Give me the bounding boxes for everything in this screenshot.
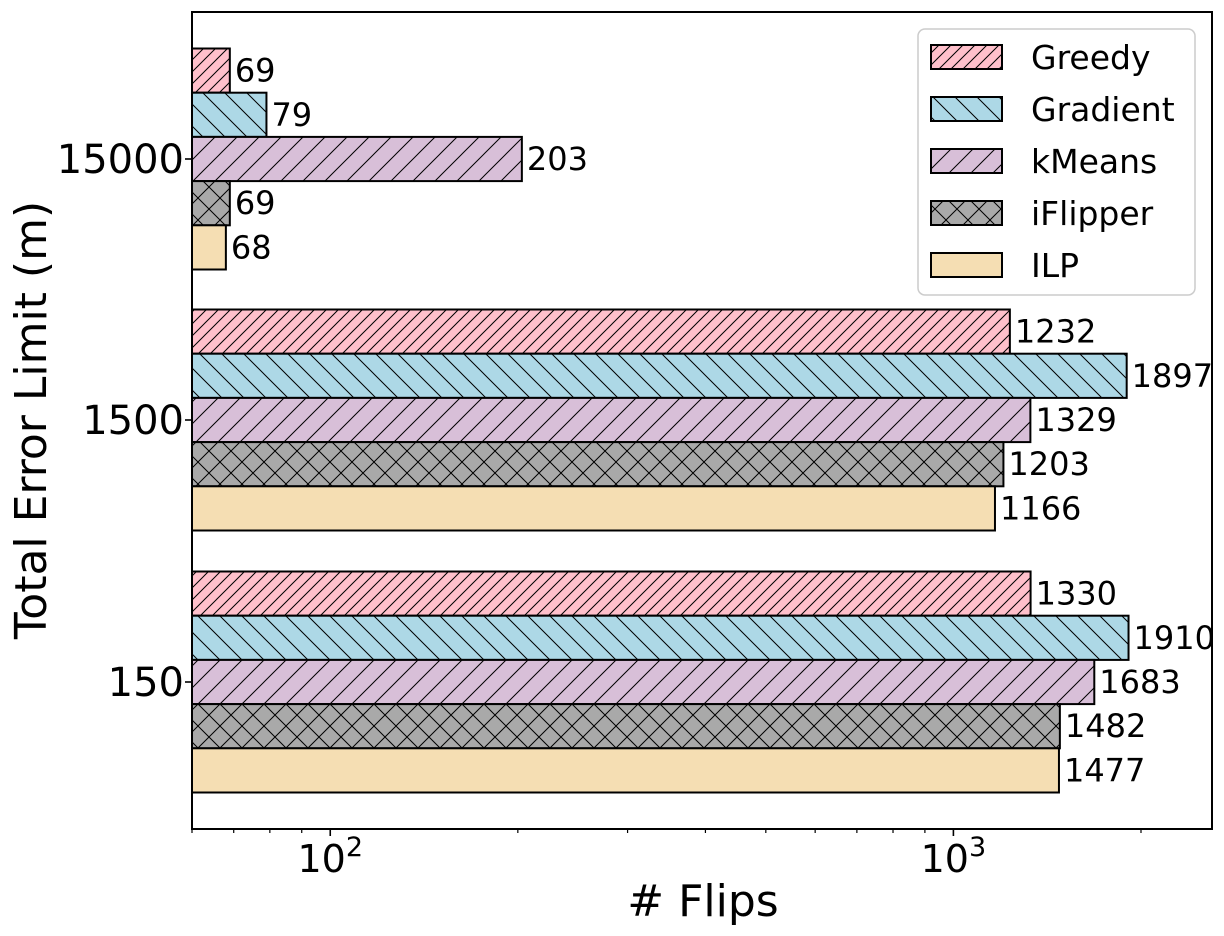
legend-box <box>917 28 1196 296</box>
bar-group-kmeans-150: 1683 <box>191 658 1181 706</box>
y-axis-label: Total Error Limit (m) <box>6 201 57 640</box>
bar-hatch-gradient-15000 <box>192 92 267 137</box>
bar-group-gradient-150: 1910 <box>191 614 1215 661</box>
bar-hatch-iflipper-1500 <box>192 442 1004 487</box>
bar-group-greedy-1500: 1232 <box>191 308 1096 355</box>
plot-area: 69 79 203 69 68 1232 1897 1329 1203 1166 1330 1910 1… <box>191 47 1215 794</box>
legend-label-ilp: ILP <box>1031 246 1079 285</box>
y-tick-label-15000: 15000 <box>57 137 184 183</box>
bar-hatch-kmeans-15000 <box>192 136 522 182</box>
y-tick-label-150: 150 <box>108 660 184 706</box>
y-axis-ticks: 15000 1500 150 <box>57 137 192 706</box>
legend-swatch-outline-ilp <box>930 252 1003 278</box>
legend-item-kmeans: kMeans <box>930 142 1157 181</box>
legend-item-ilp: ILP <box>930 246 1079 285</box>
bar-group-greedy-15000: 69 <box>191 47 276 94</box>
data-label-kmeans-15000: 203 <box>527 140 588 178</box>
bar-hatch-greedy-1500 <box>192 309 1010 354</box>
bar-hatch-iflipper-15000 <box>192 181 230 226</box>
legend-swatch-outline-iflipper <box>930 200 1003 226</box>
legend: Greedy Gradient kMeans iFlipper ILP <box>917 28 1196 296</box>
data-label-ilp-150: 1477 <box>1064 751 1145 789</box>
x-axis-label: # Flips <box>627 876 778 927</box>
legend-label-gradient: Gradient <box>1031 90 1175 129</box>
legend-label-iflipper: iFlipper <box>1031 194 1154 233</box>
bar-group-gradient-15000: 79 <box>191 91 312 138</box>
legend-swatch-hatch-gradient <box>931 97 1002 121</box>
bar-hatch-kmeans-1500 <box>192 397 1031 443</box>
legend-label-greedy: Greedy <box>1031 38 1151 77</box>
data-label-greedy-1500: 1232 <box>1015 313 1096 351</box>
bar-group-iflipper-150: 1482 <box>191 703 1146 750</box>
data-label-greedy-150: 1330 <box>1036 575 1117 613</box>
bar-group-iflipper-1500: 1203 <box>191 441 1090 488</box>
bar-group-ilp-150: 1477 <box>191 747 1145 794</box>
bar-hatch-greedy-15000 <box>192 48 230 93</box>
data-label-kmeans-1500: 1329 <box>1035 401 1116 439</box>
bar-group-ilp-15000: 68 <box>191 224 272 271</box>
legend-swatch-hatch-kmeans <box>931 149 1002 173</box>
bar-ilp-150 <box>192 748 1059 793</box>
bar-ilp-1500 <box>192 486 995 531</box>
bar-hatch-gradient-150 <box>192 615 1129 660</box>
bar-hatch-iflipper-150 <box>192 704 1060 749</box>
data-label-iflipper-150: 1482 <box>1065 707 1146 745</box>
bar-group-gradient-1500: 1897 <box>191 352 1213 399</box>
bar-group-kmeans-15000: 203 <box>191 135 588 183</box>
legend-item-iflipper: iFlipper <box>930 194 1154 233</box>
y-tick-label-1500: 1500 <box>82 398 184 444</box>
legend-swatch-hatch-greedy <box>931 45 1002 69</box>
x-tick-label: 103 <box>921 832 987 881</box>
bar-hatch-greedy-150 <box>192 571 1031 616</box>
bar-hatch-gradient-1500 <box>192 353 1127 398</box>
data-label-gradient-15000: 79 <box>271 96 312 134</box>
legend-item-gradient: Gradient <box>930 90 1175 129</box>
data-label-kmeans-150: 1683 <box>1099 663 1180 701</box>
bar-group-greedy-150: 1330 <box>191 570 1117 617</box>
legend-swatch-outline-kmeans <box>930 148 1003 174</box>
data-label-iflipper-15000: 69 <box>235 184 276 222</box>
data-label-gradient-150: 1910 <box>1134 619 1215 657</box>
bar-group-kmeans-1500: 1329 <box>191 396 1117 444</box>
bar-group-iflipper-15000: 69 <box>191 180 276 227</box>
x-axis-ticks: 102 103 <box>191 829 1142 881</box>
data-label-ilp-1500: 1166 <box>1000 489 1081 527</box>
legend-swatch-outline-gradient <box>930 96 1003 122</box>
legend-swatch-outline-greedy <box>930 44 1003 70</box>
data-label-ilp-15000: 68 <box>231 228 272 266</box>
data-label-greedy-15000: 69 <box>235 52 276 90</box>
data-label-iflipper-1500: 1203 <box>1008 445 1089 483</box>
legend-label-kmeans: kMeans <box>1031 142 1157 181</box>
data-label-gradient-1500: 1897 <box>1132 357 1213 395</box>
bar-group-ilp-1500: 1166 <box>191 485 1081 532</box>
legend-swatch-hatch-iflipper <box>931 201 1002 225</box>
bar-hatch-kmeans-150 <box>192 659 1095 705</box>
x-tick-label: 102 <box>297 832 363 881</box>
legend-swatch-ilp <box>931 253 1002 277</box>
legend-item-greedy: Greedy <box>930 38 1151 77</box>
bar-ilp-15000 <box>192 225 226 270</box>
